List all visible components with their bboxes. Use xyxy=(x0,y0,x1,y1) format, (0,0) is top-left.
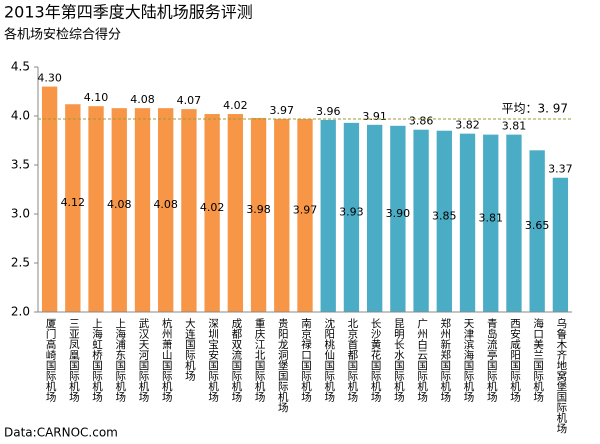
value-label: 3.91 xyxy=(362,110,387,123)
x-tick-label: 杭州萧山国际机场 xyxy=(161,317,173,403)
bar xyxy=(459,133,476,312)
bar xyxy=(181,109,197,312)
y-tick-label: 4.0 xyxy=(11,109,30,123)
bar xyxy=(204,114,220,312)
value-label: 3.93 xyxy=(339,205,364,218)
x-tick-label: 长沙黄花国际机场 xyxy=(370,318,382,403)
value-label: 4.02 xyxy=(223,99,248,112)
bar xyxy=(88,106,104,312)
value-label: 4.08 xyxy=(153,198,178,211)
bar xyxy=(250,117,267,313)
x-tick-label: 三亚凤凰国际机场 xyxy=(68,318,80,403)
bar xyxy=(343,122,360,312)
y-tick-label: 3.0 xyxy=(11,207,30,221)
x-tick-label: 北京首都国际机场 xyxy=(346,318,358,403)
value-label: 4.30 xyxy=(37,72,62,85)
value-label: 3.97 xyxy=(270,104,295,117)
x-tick-label: 重庆江北国际机场 xyxy=(254,317,266,403)
value-label: 3.85 xyxy=(432,209,457,222)
value-label: 3.96 xyxy=(316,105,341,118)
chart-title: 2013年第四季度大陆机场服务评测 xyxy=(4,3,253,22)
x-tick-label: 成都双流国际机场 xyxy=(230,318,242,403)
bar xyxy=(436,130,452,312)
value-label: 3.82 xyxy=(455,119,480,132)
x-tick-label: 沈阳桃仙国际机场 xyxy=(323,317,335,403)
bar xyxy=(366,124,383,312)
x-tick-label: 广州白云国际机场 xyxy=(416,318,428,403)
value-label: 3.65 xyxy=(525,219,550,232)
value-label: 3.90 xyxy=(386,207,411,220)
value-label: 3.97 xyxy=(293,203,318,216)
bar xyxy=(413,129,429,312)
value-label: 4.02 xyxy=(200,201,225,214)
average-label: 平均：3. 97 xyxy=(501,101,568,115)
x-tick-label: 上海虹桥国际机场 xyxy=(91,318,103,403)
x-tick-label: 大连国际机场 xyxy=(184,317,196,382)
value-label: 3.98 xyxy=(246,203,271,216)
x-tick-label: 天津滨海国际机场 xyxy=(463,318,475,403)
bar xyxy=(552,177,569,312)
x-tick-label: 乌鲁木齐地窝堡国际机场 xyxy=(555,317,567,434)
bar xyxy=(111,108,127,312)
value-label: 4.08 xyxy=(130,93,155,106)
x-tick-label: 贵阳龙洞堡国际机场 xyxy=(277,317,289,413)
chart-subtitle: 各机场安检综合得分 xyxy=(4,27,121,43)
y-tick-label: 2.5 xyxy=(11,256,30,270)
x-tick-label: 南京禄口国际机场 xyxy=(300,317,312,403)
x-tick-label: 昆明长水国际机场 xyxy=(393,318,405,403)
value-label: 3.37 xyxy=(548,163,573,176)
x-tick-label: 上海浦东国际机场 xyxy=(114,318,126,403)
value-label: 3.81 xyxy=(502,120,527,133)
bar xyxy=(483,134,499,312)
bar xyxy=(297,118,313,312)
bar xyxy=(134,108,151,312)
y-tick-label: 3.5 xyxy=(11,158,30,172)
bar xyxy=(390,125,406,312)
bar xyxy=(41,86,58,312)
value-label: 3.86 xyxy=(409,115,434,128)
value-label: 4.08 xyxy=(107,198,132,211)
value-label: 4.12 xyxy=(61,196,86,209)
y-tick-label: 4.5 xyxy=(11,60,30,74)
x-tick-label: 厦门高崎国际机场 xyxy=(45,318,57,403)
bar xyxy=(529,150,545,312)
bar xyxy=(65,104,81,313)
y-tick-label: 2.0 xyxy=(11,305,30,319)
value-label: 3.81 xyxy=(478,211,503,224)
source: Data:CARNOC.com xyxy=(4,426,118,440)
x-tick-label: 郑州新郑国际机场 xyxy=(439,317,451,403)
x-tick-label: 武汉天河国际机场 xyxy=(137,317,149,403)
bar xyxy=(158,108,174,312)
bar xyxy=(227,114,244,312)
x-tick-label: 西安咸阳国际机场 xyxy=(509,318,521,403)
value-label: 4.10 xyxy=(84,91,109,104)
value-label: 4.07 xyxy=(177,94,202,107)
bar xyxy=(274,118,290,312)
bar xyxy=(506,134,522,312)
x-tick-label: 海口美兰国际机场 xyxy=(532,317,544,403)
bar xyxy=(320,119,336,312)
x-tick-label: 青岛流亭国际机场 xyxy=(486,317,498,403)
x-tick-label: 深圳宝安国际机场 xyxy=(207,318,219,403)
